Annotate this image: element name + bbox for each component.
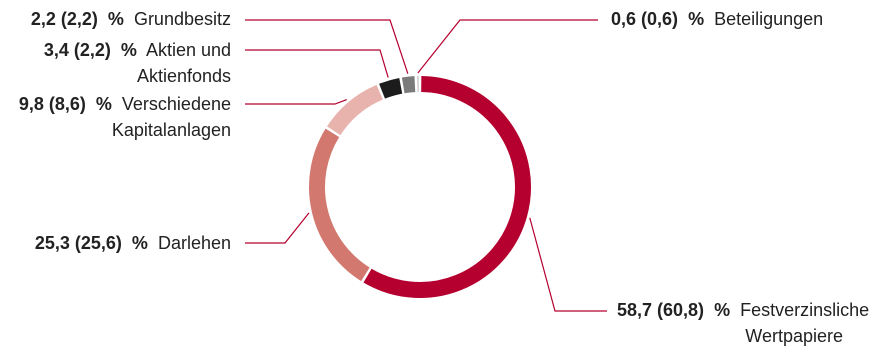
leader-line-aktien-und-aktienfonds	[245, 49, 389, 78]
label-verschiedene-line2: Kapitalanlagen	[112, 120, 231, 140]
leader-line-festverzinsliche-wertpapiere	[529, 217, 607, 312]
label-verschiedene: 9,8 (8,6) % Verschiedene	[19, 94, 231, 114]
leader-line-beteiligungen	[417, 19, 598, 74]
label-beteiligungen: 0,6 (0,6) % Beteiligungen	[611, 9, 823, 29]
label-aktien: 3,4 (2,2) % Aktien und	[44, 40, 231, 60]
label-aktien-line2: Aktienfonds	[137, 66, 231, 86]
segment-aktien-und-aktienfonds	[379, 77, 403, 99]
segments-group	[309, 76, 531, 298]
label-grundbesitz: 2,2 (2,2) % Grundbesitz	[31, 9, 231, 29]
segment-verschiedene-kapitalanlagen	[327, 84, 384, 136]
segment-grundbesitz	[401, 76, 416, 94]
leader-line-grundbesitz	[245, 19, 409, 74]
leaders-group	[245, 19, 607, 312]
segment-festverzinsliche-wertpapiere	[363, 76, 531, 298]
leader-line-darlehen	[245, 212, 310, 244]
segment-darlehen	[309, 128, 370, 282]
label-darlehen: 25,3 (25,6) % Darlehen	[35, 233, 231, 253]
label-festverzinsliche-line2: Wertpapiere	[745, 326, 843, 346]
leader-line-verschiedene-kapitalanlagen	[245, 99, 347, 105]
label-festverzinsliche: 58,7 (60,8) % Festverzinsliche	[617, 300, 869, 320]
